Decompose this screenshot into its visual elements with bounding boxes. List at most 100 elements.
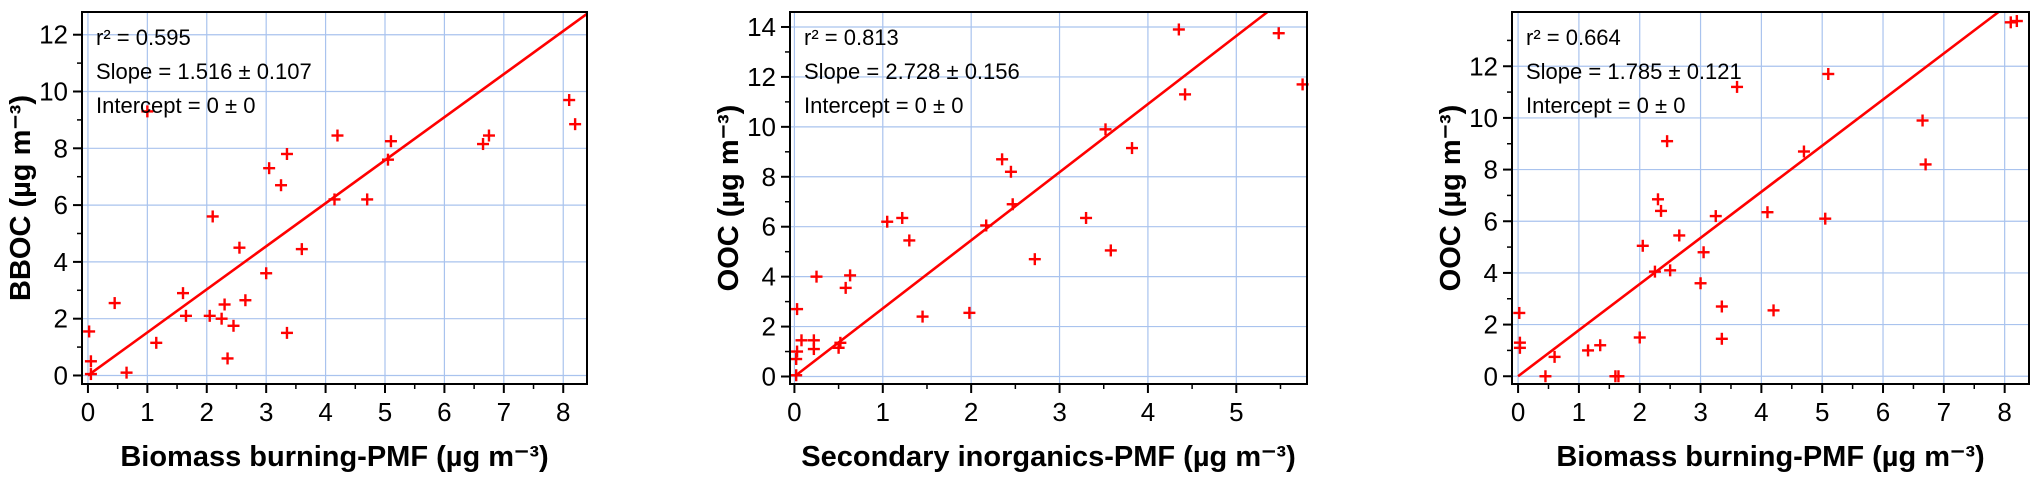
x-tick-label: 5 [1815, 397, 1829, 427]
data-point [179, 309, 192, 322]
data-point [1006, 198, 1019, 211]
stat-annotation: Intercept = 0 ± 0 [96, 93, 255, 118]
y-tick-label: 12 [39, 20, 68, 50]
data-point [896, 211, 909, 224]
data-point [1172, 23, 1185, 36]
plot-frame [789, 11, 1308, 385]
data-point [807, 334, 820, 347]
stat-annotation: r² = 0.813 [804, 25, 899, 50]
stat-annotation: Slope = 2.728 ± 0.156 [804, 59, 1020, 84]
data-point [1513, 341, 1526, 354]
data-point [1636, 239, 1649, 252]
x-axis-label: Biomass burning-PMF (µg m⁻³) [1556, 441, 1984, 473]
scatter-panel-1: 0 1 2 3 4 5 6 7 8 0 2 4 6 8 10 12 Biomass burning-PMF (µ… [0, 0, 660, 487]
data-point [280, 326, 293, 339]
data-point [328, 193, 341, 206]
data-point [1272, 27, 1285, 40]
y-tick-label: 8 [54, 133, 68, 163]
data-point [206, 210, 219, 223]
data-point [482, 129, 495, 142]
y-tick-label: 4 [1484, 258, 1498, 288]
data-point [239, 294, 252, 307]
y-tick-label: 10 [1469, 103, 1498, 133]
data-point [881, 215, 894, 228]
data-point [1661, 135, 1674, 148]
data-point [331, 129, 344, 142]
fit-line [793, 10, 1269, 378]
data-point [1673, 229, 1686, 242]
data-point [177, 287, 189, 300]
stat-annotation: r² = 0.664 [1526, 25, 1621, 50]
data-point [233, 241, 246, 254]
data-point [203, 309, 216, 322]
stat-annotation: Intercept = 0 ± 0 [1526, 93, 1685, 118]
data-point [1715, 332, 1728, 345]
data-point [280, 147, 293, 160]
data-point [844, 269, 857, 282]
scatter-panel-3: 0 1 2 3 4 5 6 7 8 0 2 4 6 8 10 12 Biomass burning-PMF (µ… [1390, 0, 2039, 487]
data-point [260, 267, 273, 280]
x-tick-label: 1 [1572, 397, 1586, 427]
y-axis-label: OOC (µg m⁻³) [1435, 105, 1467, 292]
y-axis-label: OOC (µg m⁻³) [713, 105, 745, 292]
data-point [569, 118, 582, 131]
data-point [1919, 158, 1932, 171]
data-point [563, 94, 576, 107]
stat-annotation: Slope = 1.516 ± 0.107 [96, 59, 312, 84]
y-tick-label: 4 [762, 262, 776, 292]
data-point [1697, 246, 1710, 259]
data-point [1539, 370, 1552, 383]
data-point [384, 135, 397, 148]
data-point [1822, 68, 1835, 80]
x-axis-label: Biomass burning-PMF (µg m⁻³) [120, 441, 548, 473]
y-axis-label: BBOC (µg m⁻³) [5, 95, 37, 301]
data-point [215, 312, 228, 325]
data-point [1916, 114, 1929, 127]
data-point [963, 306, 976, 319]
x-tick-label: 8 [1997, 397, 2011, 427]
data-point [84, 355, 97, 368]
fit-line [87, 12, 588, 377]
y-tick-label: 6 [1484, 206, 1498, 236]
y-tick-label: 0 [54, 360, 68, 390]
y-tick-label: 12 [1469, 51, 1498, 81]
data-point [381, 153, 394, 166]
data-point [1731, 80, 1744, 93]
plot-frame [81, 11, 588, 385]
data-point [141, 105, 154, 118]
data-point [1099, 123, 1112, 136]
data-point [1126, 142, 1139, 155]
data-point [83, 325, 96, 338]
data-point [275, 179, 288, 192]
x-axis-label: Secondary inorganics-PMF (µg m⁻³) [801, 441, 1295, 473]
data-point [1179, 88, 1192, 101]
data-point [263, 162, 276, 175]
data-point [295, 243, 308, 256]
x-tick-label: 1 [876, 397, 890, 427]
plot-frame [1511, 11, 2030, 385]
x-tick-label: 5 [378, 397, 392, 427]
data-point [477, 138, 490, 151]
data-point [791, 345, 804, 358]
stat-annotation: Slope = 1.785 ± 0.121 [1526, 59, 1742, 84]
y-tick-label: 4 [54, 247, 68, 277]
data-point [916, 310, 929, 323]
y-tick-label: 8 [1484, 155, 1498, 185]
y-tick-label: 2 [1484, 310, 1498, 340]
data-point [1582, 344, 1595, 357]
data-point [221, 352, 234, 365]
x-tick-label: 5 [1229, 397, 1243, 427]
x-tick-label: 6 [437, 397, 451, 427]
data-point [150, 336, 163, 349]
data-point [1694, 277, 1707, 290]
stat-annotation: r² = 0.595 [96, 25, 191, 50]
data-point [980, 219, 993, 232]
data-point [2010, 15, 2023, 28]
y-tick-label: 6 [54, 190, 68, 220]
data-point [903, 234, 916, 247]
data-point [996, 153, 1009, 166]
x-tick-label: 7 [1937, 397, 1951, 427]
x-tick-label: 6 [1876, 397, 1890, 427]
